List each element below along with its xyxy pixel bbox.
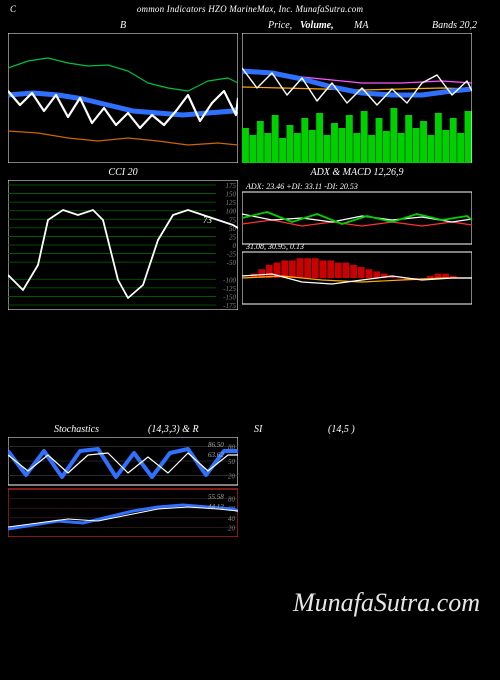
svg-text:-25: -25	[227, 251, 237, 259]
svg-text:86.50: 86.50	[208, 441, 224, 449]
svg-text:31.08, 30.95, 0.13: 31.08, 30.95, 0.13	[245, 242, 304, 251]
price-ma-title: Price, Volume, MA Bands 20,2	[242, 20, 492, 32]
cci-title: CCI 20	[8, 167, 238, 179]
bollinger-title: B	[8, 20, 238, 32]
row-2: CCI 20 1751501251007550250-25-50-100-125…	[0, 163, 500, 310]
svg-text:55.58: 55.58	[208, 493, 224, 501]
svg-text:50: 50	[228, 458, 236, 466]
svg-text:44.12: 44.12	[208, 503, 224, 511]
row-3: Stochastics (14,3,3) & R SI (14,5 ) 80 50…	[0, 420, 500, 537]
price-ma-panel: Price, Volume, MA Bands 20,2	[242, 16, 492, 163]
spacer	[0, 310, 500, 420]
svg-text:100: 100	[226, 208, 237, 216]
svg-text:-50: -50	[227, 259, 237, 267]
svg-text:-175: -175	[223, 302, 236, 310]
adx-macd-chart: ADX: 23.46 +DI: 33.11 -DI: 20.53 31.08, 3…	[242, 180, 472, 310]
svg-text:75: 75	[229, 216, 237, 224]
price-ma-chart	[242, 33, 472, 163]
header-left: C	[10, 4, 16, 14]
svg-text:40: 40	[228, 515, 236, 523]
bollinger-chart	[8, 33, 238, 163]
row-1: B Price, Volume, MA Bands 20,2	[0, 16, 500, 163]
svg-text:20: 20	[228, 472, 236, 480]
page-header: C ommon Indicators HZO MarineMax, Inc. M…	[0, 0, 500, 16]
header-main: ommon Indicators HZO MarineMax, Inc. Mun…	[137, 4, 363, 14]
svg-text:20: 20	[228, 524, 236, 532]
cci-panel: CCI 20 1751501251007550250-25-50-100-125…	[8, 163, 238, 310]
svg-text:ADX: 23.46 +DI: 33.11 -DI: 20: ADX: 23.46 +DI: 33.11 -DI: 20.53	[245, 182, 358, 191]
stoch-title: Stochastics (14,3,3) & R SI (14,5 )	[8, 424, 492, 436]
svg-text:80: 80	[228, 496, 236, 504]
svg-text:25: 25	[229, 233, 237, 241]
adx-macd-title: ADX & MACD 12,26,9	[242, 167, 472, 179]
bollinger-panel: B	[8, 16, 238, 163]
adx-macd-panel: ADX & MACD 12,26,9 ADX: 23.46 +DI: 33.11…	[242, 163, 472, 310]
svg-text:-125: -125	[223, 285, 236, 293]
watermark: MunafaSutra.com	[293, 588, 480, 618]
svg-text:125: 125	[226, 199, 237, 207]
svg-text:0: 0	[233, 242, 237, 250]
cci-chart: 1751501251007550250-25-50-100-125-150-17…	[8, 180, 238, 310]
svg-text:175: 175	[226, 182, 237, 190]
svg-text:73: 73	[203, 215, 213, 225]
stoch-panel: Stochastics (14,3,3) & R SI (14,5 ) 80 50…	[8, 420, 492, 537]
svg-text:150: 150	[226, 191, 237, 199]
svg-text:63.62: 63.62	[208, 451, 224, 459]
svg-text:-100: -100	[223, 276, 236, 284]
stoch-chart: 80502086.5063.628060402055.5844.12	[8, 437, 238, 537]
svg-text:-150: -150	[223, 293, 236, 301]
